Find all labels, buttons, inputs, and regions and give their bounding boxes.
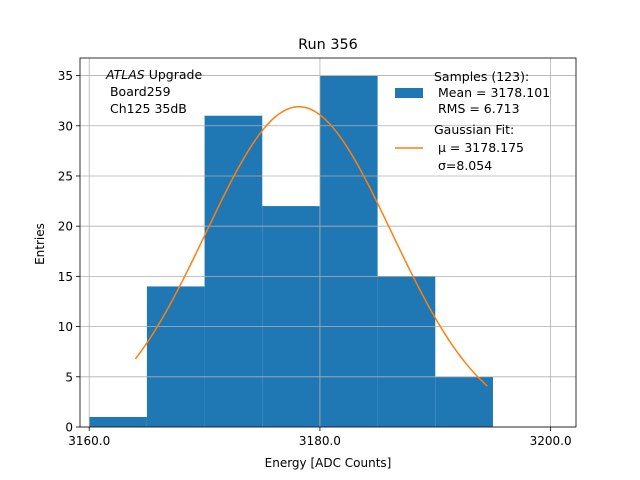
histogram-bar	[262, 206, 320, 427]
legend-samples-line-2: Mean = 3178.101	[434, 85, 550, 100]
annotation-box: ATLAS Upgrade Board259 Ch125 35dB	[105, 67, 202, 116]
chart-title: Run 356	[298, 37, 358, 53]
histogram-bar	[377, 276, 436, 427]
legend-fit-line-2: μ = 3178.175	[434, 140, 524, 155]
axes-frame	[79, 57, 577, 428]
y-tick-label: 0	[65, 421, 73, 435]
y-axis-ticks: 0 5 10 15 20 25 30 35	[58, 69, 80, 435]
y-tick-label: 10	[58, 320, 73, 334]
x-axis-ticks: 3160.0 3180.0 3200.0	[68, 427, 572, 448]
histogram-bar	[435, 376, 493, 427]
y-axis-label: Entries	[33, 223, 47, 265]
x-tick-label: 3180.0	[299, 434, 341, 448]
y-tick-label: 20	[58, 220, 73, 234]
histogram-bar	[89, 416, 147, 427]
y-tick-label: 15	[58, 270, 73, 284]
x-axis-label: Energy [ADC Counts]	[265, 456, 392, 470]
annotation-line-2: Board259	[106, 84, 171, 99]
annotation-rest: Upgrade	[145, 67, 203, 82]
legend-fit-line-1: Gaussian Fit:	[434, 122, 514, 137]
y-tick-label: 25	[58, 169, 73, 183]
legend-samples-line-3: RMS = 6.713	[434, 101, 520, 116]
legend: Samples (123): Mean = 3178.101 RMS = 6.7…	[395, 69, 550, 173]
y-tick-label: 5	[65, 370, 73, 384]
x-tick-label: 3160.0	[68, 434, 110, 448]
x-tick-label: 3200.0	[530, 434, 572, 448]
annotation-line-1: ATLAS Upgrade	[105, 67, 202, 82]
annotation-italic: ATLAS	[105, 67, 145, 82]
histogram-bar	[204, 115, 263, 428]
legend-fit-line-3: σ=8.054	[434, 158, 492, 173]
gaussian-fit-line	[134, 105, 488, 387]
histogram-bar	[319, 75, 378, 428]
legend-patch-samples	[395, 88, 423, 98]
y-tick-label: 35	[58, 69, 73, 83]
y-tick-label: 30	[58, 119, 73, 133]
histogram-bar	[146, 286, 205, 427]
annotation-line-3: Ch125 35dB	[106, 101, 187, 116]
legend-samples-line-1: Samples (123):	[434, 69, 529, 84]
